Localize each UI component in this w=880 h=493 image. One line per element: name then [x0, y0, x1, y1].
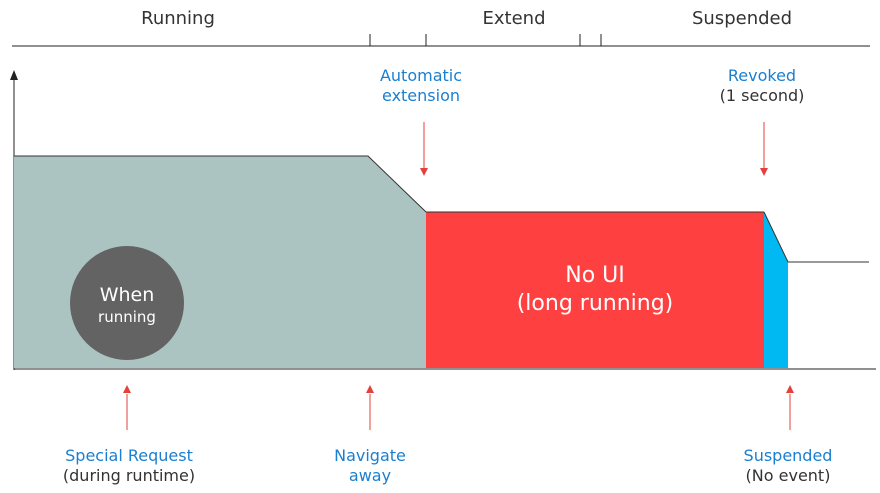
no-ui-region [426, 212, 764, 368]
suspended-event-line2: (No event) [745, 466, 831, 485]
special-request-label: Special Request (during runtime) [63, 446, 195, 486]
phase-suspended-label: Suspended [691, 8, 793, 29]
suspended-arrowhead [786, 385, 794, 393]
no-ui-line2: (long running) [516, 291, 674, 316]
when-running-line2: running [98, 308, 156, 326]
revoked-line1: Revoked [727, 66, 797, 85]
special-request-arrowhead [123, 385, 131, 393]
navigate-away-line2: away [348, 466, 392, 485]
running-region-outline [14, 155, 427, 213]
phase-running-label: Running [141, 8, 215, 29]
navigate-away-arrowhead [366, 385, 374, 393]
suspended-event-line1: Suspended [743, 446, 833, 465]
phase-extend-label: Extend [482, 8, 546, 29]
special-request-line1: Special Request [65, 446, 193, 465]
revoked-label: Revoked (1 second) [720, 66, 805, 106]
automatic-extension-line2: extension [382, 86, 460, 105]
when-running-text: When running [98, 283, 156, 327]
automatic-extension-line1: Automatic [379, 66, 463, 85]
automatic-extension-label: Automatic extension [380, 66, 462, 106]
no-ui-line1: No UI [565, 263, 625, 288]
revoke-region [764, 212, 788, 368]
navigate-away-label: Navigate away [334, 446, 406, 486]
revoke-edge [763, 211, 789, 263]
revoked-line2: (1 second) [719, 86, 805, 105]
when-running-line1: When [99, 284, 155, 306]
when-running-circle [70, 246, 184, 360]
special-request-line2: (during runtime) [62, 466, 196, 485]
revoked-arrowhead [760, 168, 768, 176]
navigate-away-line1: Navigate [334, 446, 406, 465]
suspended-event-label: Suspended (No event) [744, 446, 833, 486]
running-region [14, 156, 426, 368]
automatic-extension-arrowhead [420, 168, 428, 176]
no-ui-text: No UI (long running) [517, 262, 674, 318]
y-axis-arrowhead [10, 70, 18, 80]
